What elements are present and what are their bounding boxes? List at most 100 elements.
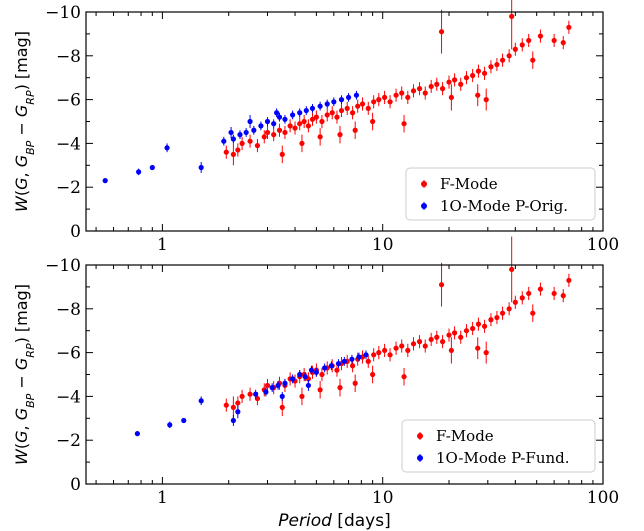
legend-entry: F-Mode — [417, 427, 494, 445]
data-point — [230, 151, 236, 157]
data-point — [494, 314, 500, 321]
data-point — [338, 97, 345, 103]
data-point — [313, 369, 319, 375]
data-point — [483, 350, 489, 356]
data-point — [149, 164, 155, 171]
data-point — [297, 121, 303, 127]
data-point — [488, 317, 494, 323]
data-point — [530, 310, 536, 316]
data-point — [499, 57, 506, 63]
data-point — [356, 354, 362, 360]
series-1o-mode — [102, 90, 360, 184]
x-tick-label: 1 — [157, 235, 168, 255]
legend: F-Mode 1O-Mode P-Fund. — [401, 419, 596, 473]
data-point — [551, 290, 557, 297]
data-point — [239, 393, 245, 399]
data-point — [263, 389, 269, 395]
data-point — [276, 127, 283, 133]
y-tick-label: −8 — [56, 300, 81, 320]
data-point — [439, 339, 446, 345]
y-tick-label: −10 — [45, 3, 81, 23]
data-point — [387, 352, 393, 358]
data-point — [258, 123, 264, 129]
data-point — [341, 358, 347, 364]
data-point — [475, 92, 481, 98]
data-point — [483, 97, 489, 103]
data-point — [481, 70, 488, 76]
data-point — [352, 127, 358, 133]
data-point — [352, 380, 358, 386]
data-point — [328, 363, 335, 369]
data-point — [299, 140, 305, 146]
bottom-panel: 1 10 100 0 −2 −4 −6 −8 −10 W(G, GBP − GRP) [mag] P… — [12, 236, 619, 531]
data-point — [297, 371, 303, 378]
data-point — [405, 94, 411, 101]
data-point — [519, 42, 525, 48]
data-point — [337, 132, 343, 138]
data-point — [506, 53, 512, 59]
data-point — [475, 345, 481, 351]
data-point — [428, 336, 434, 343]
y-tick-label: −6 — [56, 344, 81, 364]
data-point — [451, 330, 458, 336]
data-point — [349, 110, 356, 116]
data-point — [324, 112, 330, 118]
data-point — [470, 72, 476, 79]
data-point — [446, 332, 452, 338]
data-point — [282, 116, 288, 122]
data-point — [305, 382, 312, 389]
data-point — [253, 391, 259, 397]
data-point — [519, 295, 525, 301]
data-point — [235, 409, 241, 415]
data-point — [261, 134, 267, 140]
data-point — [309, 105, 316, 111]
series-f-mode — [223, 0, 572, 166]
data-point — [475, 321, 482, 327]
x-tick-label: 10 — [372, 488, 394, 508]
data-point — [264, 129, 271, 136]
data-point — [324, 101, 330, 107]
data-point — [509, 13, 515, 19]
data-point — [303, 107, 309, 114]
data-point — [393, 92, 399, 98]
data-point — [181, 417, 187, 424]
data-point — [223, 149, 229, 155]
data-point — [405, 347, 411, 354]
data-point — [451, 77, 458, 83]
y-tick-label: 0 — [70, 475, 81, 495]
data-point — [434, 81, 440, 87]
data-point — [264, 118, 271, 125]
top-panel: 1 10 100 0 −2 −4 −6 −8 −10 W(G, GBP − GRP) [mag] F… — [12, 0, 619, 255]
data-point — [254, 142, 261, 149]
legend-label: F-Mode — [440, 175, 498, 193]
y-tick-label: −8 — [56, 47, 81, 67]
data-point — [410, 88, 417, 94]
legend-entry: 1O-Mode P-Orig. — [421, 197, 568, 215]
data-point — [230, 136, 236, 142]
data-point — [247, 118, 253, 125]
data-point — [401, 374, 407, 380]
data-point — [376, 350, 382, 356]
x-axis-label: Period [days] — [278, 511, 390, 531]
data-point — [416, 339, 423, 345]
data-point — [566, 277, 572, 283]
legend-label: 1O-Mode P-Fund. — [436, 449, 570, 467]
data-point — [134, 431, 140, 437]
data-point — [237, 132, 243, 138]
data-point — [302, 374, 308, 380]
data-point — [399, 90, 405, 96]
series-1o-mode — [134, 350, 369, 437]
data-point — [537, 286, 544, 292]
data-point — [345, 94, 352, 101]
data-point — [251, 127, 257, 133]
data-point — [434, 334, 440, 340]
data-point — [279, 404, 285, 410]
y-tick-label: −6 — [56, 91, 81, 111]
data-point — [279, 393, 285, 399]
data-point — [439, 86, 446, 92]
data-point — [422, 90, 428, 96]
x-tick-label: 10 — [372, 235, 394, 255]
data-point — [422, 343, 428, 349]
y-axis-label: W(G, GBP − GRP) [mag] — [12, 284, 37, 465]
legend-label: F-Mode — [436, 427, 494, 445]
